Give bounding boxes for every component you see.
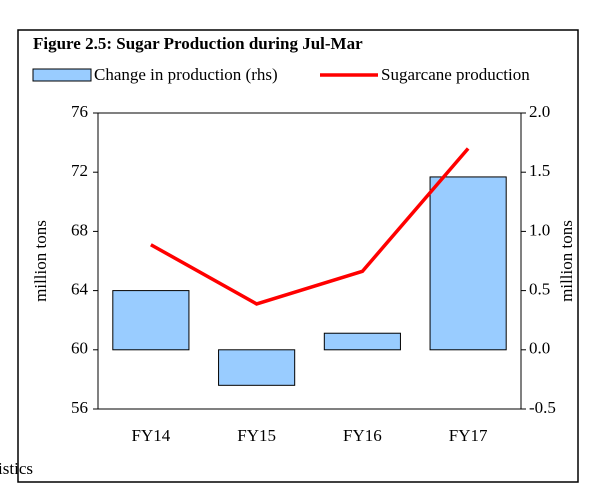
x-tick-label: FY16 — [343, 426, 382, 445]
y2-tick-label: 0.5 — [529, 280, 550, 299]
y-tick-label: 68 — [71, 220, 88, 239]
y-tick-label: 60 — [71, 339, 88, 358]
y2-tick-label: 1.5 — [529, 161, 550, 180]
y-tick-label: 64 — [71, 280, 89, 299]
legend-label: Change in production (rhs) — [94, 65, 278, 84]
y-tick-label: 76 — [71, 102, 88, 121]
x-tick-label: FY14 — [132, 426, 171, 445]
bar — [429, 176, 507, 351]
bar — [323, 332, 401, 351]
y-axis-label: million tons — [31, 220, 50, 302]
y2-tick-label: 0.0 — [529, 339, 550, 358]
y-tick-label: 56 — [71, 398, 88, 417]
legend-swatch — [32, 68, 92, 82]
x-tick-label: FY17 — [449, 426, 488, 445]
bar — [218, 349, 296, 386]
y2-axis-label: million tons — [557, 220, 576, 302]
y2-tick-label: 1.0 — [529, 220, 550, 239]
bar — [112, 290, 190, 351]
legend-label: Sugarcane production — [381, 65, 530, 84]
chart-title: Figure 2.5: Sugar Production during Jul-… — [33, 34, 363, 53]
y-tick-label: 72 — [71, 161, 88, 180]
source: Data source: Pakistan Bureau of Statisti… — [0, 459, 33, 478]
plot-area — [97, 112, 522, 410]
x-tick-label: FY15 — [237, 426, 276, 445]
line — [150, 147, 470, 306]
y2-tick-label: 2.0 — [529, 102, 550, 121]
y2-tick-label: -0.5 — [529, 398, 556, 417]
